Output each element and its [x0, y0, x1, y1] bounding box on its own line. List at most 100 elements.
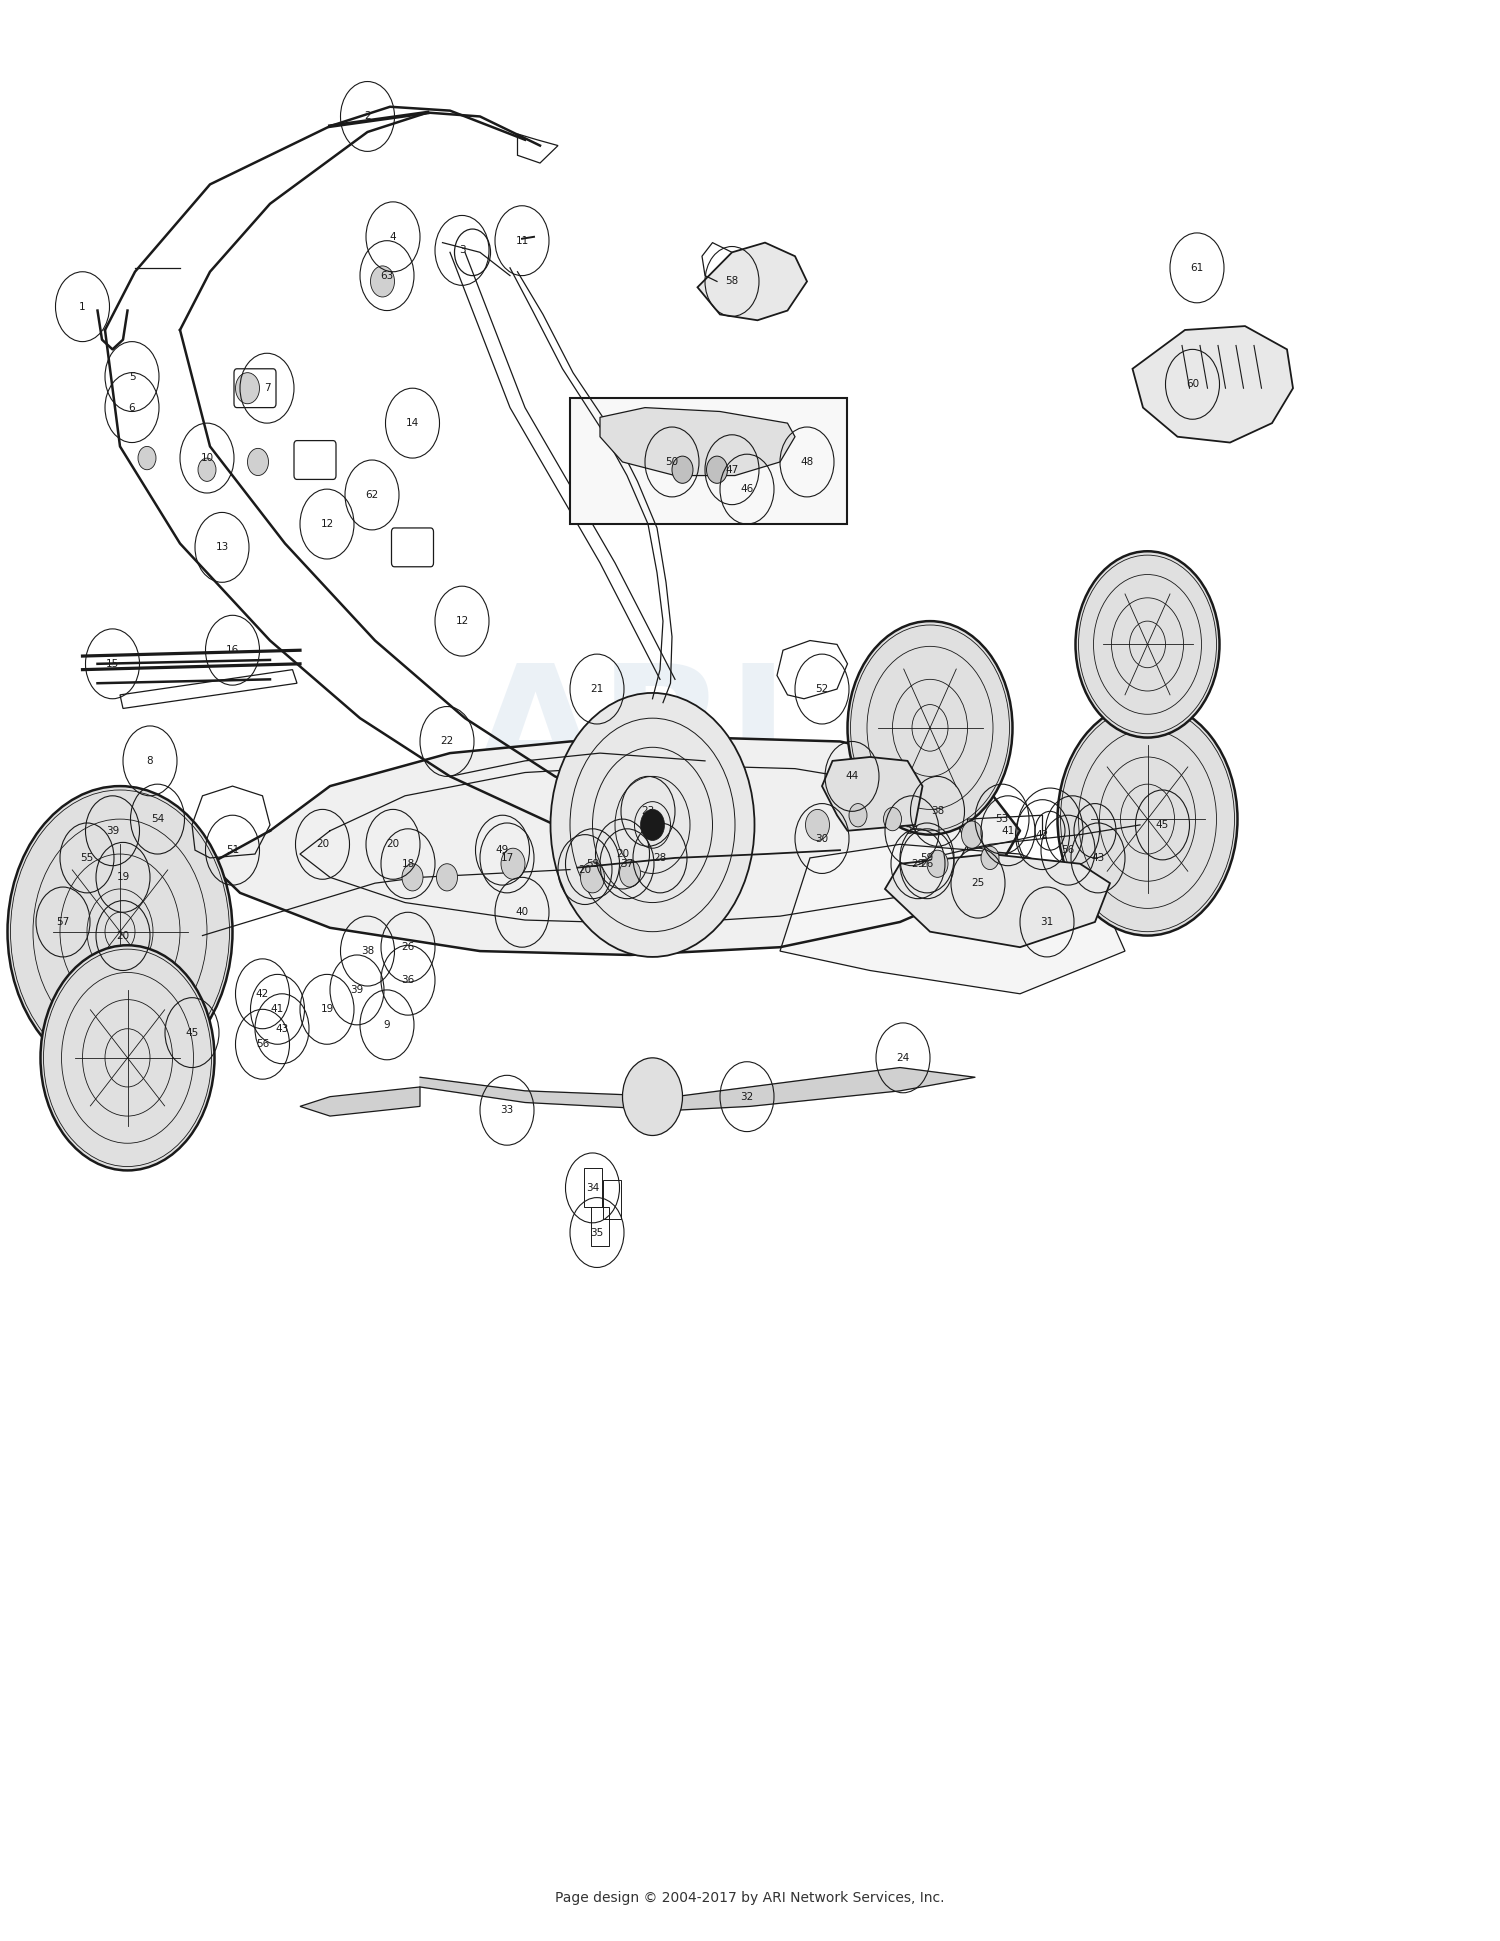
Text: 56: 56 [256, 1038, 268, 1050]
Text: 20: 20 [579, 864, 591, 875]
Text: 26: 26 [402, 941, 414, 953]
Text: 4: 4 [390, 231, 396, 243]
Text: Page design © 2004-2017 by ARI Network Services, Inc.: Page design © 2004-2017 by ARI Network S… [555, 1891, 945, 1906]
Text: 12: 12 [321, 518, 333, 530]
Text: 57: 57 [57, 916, 69, 928]
Text: 10: 10 [201, 452, 213, 464]
Text: 20: 20 [316, 839, 328, 850]
Circle shape [501, 848, 525, 879]
Text: 20: 20 [387, 839, 399, 850]
Text: 12: 12 [456, 615, 468, 627]
FancyBboxPatch shape [570, 398, 847, 524]
Circle shape [138, 446, 156, 470]
Polygon shape [600, 408, 795, 476]
Circle shape [1058, 703, 1238, 936]
Text: 19: 19 [117, 872, 129, 883]
Text: 45: 45 [186, 1027, 198, 1038]
Text: 61: 61 [1191, 262, 1203, 274]
Text: 42: 42 [256, 988, 268, 1000]
Polygon shape [300, 1087, 420, 1116]
Text: 25: 25 [972, 877, 984, 889]
Circle shape [806, 809, 830, 840]
Circle shape [706, 456, 728, 483]
Text: 5: 5 [129, 371, 135, 382]
Circle shape [622, 1058, 682, 1135]
Text: 16: 16 [226, 644, 238, 656]
Text: 8: 8 [147, 755, 153, 767]
Text: 34: 34 [586, 1182, 598, 1194]
Text: 19: 19 [321, 1003, 333, 1015]
Text: 1: 1 [80, 301, 86, 313]
Text: 24: 24 [897, 1052, 909, 1064]
Text: 59: 59 [921, 852, 933, 864]
Circle shape [8, 786, 232, 1077]
Text: 62: 62 [366, 489, 378, 501]
Text: 9: 9 [384, 1019, 390, 1031]
Circle shape [550, 693, 754, 957]
Text: 51: 51 [226, 844, 238, 856]
Text: 2: 2 [364, 111, 370, 122]
Circle shape [580, 862, 604, 893]
Text: 27: 27 [906, 825, 918, 837]
Text: 35: 35 [591, 1227, 603, 1238]
Text: 55: 55 [81, 852, 93, 864]
Text: 32: 32 [741, 1091, 753, 1102]
Text: 44: 44 [846, 771, 858, 782]
Text: 48: 48 [801, 456, 813, 468]
Text: 58: 58 [726, 276, 738, 287]
Text: 3: 3 [459, 245, 465, 256]
Text: 47: 47 [726, 464, 738, 476]
Text: 59: 59 [586, 858, 598, 870]
Text: 38: 38 [932, 806, 944, 817]
Text: 7: 7 [264, 382, 270, 394]
Text: 6: 6 [129, 402, 135, 413]
Text: 46: 46 [741, 483, 753, 495]
Text: 33: 33 [501, 1104, 513, 1116]
Text: 39: 39 [106, 825, 118, 837]
Circle shape [981, 846, 999, 870]
Circle shape [436, 864, 457, 891]
Text: 22: 22 [441, 736, 453, 747]
Text: 26: 26 [921, 858, 933, 870]
Text: 11: 11 [516, 235, 528, 247]
Circle shape [402, 864, 423, 891]
Text: 53: 53 [996, 813, 1008, 825]
Text: 56: 56 [1062, 844, 1074, 856]
Text: 60: 60 [1186, 378, 1198, 390]
Text: 41: 41 [272, 1003, 284, 1015]
Circle shape [370, 266, 394, 297]
Text: 20: 20 [616, 848, 628, 860]
Circle shape [849, 804, 867, 827]
Text: ARI: ARI [471, 656, 789, 819]
Text: 14: 14 [406, 417, 418, 429]
Circle shape [640, 809, 664, 840]
Polygon shape [780, 844, 1125, 994]
Circle shape [620, 860, 640, 887]
Text: 37: 37 [621, 858, 633, 870]
Text: 13: 13 [216, 542, 228, 553]
Text: 50: 50 [666, 456, 678, 468]
Text: 42: 42 [1036, 829, 1048, 840]
Text: 40: 40 [516, 906, 528, 918]
Text: 15: 15 [106, 658, 118, 670]
Text: 45: 45 [1156, 819, 1168, 831]
Polygon shape [698, 243, 807, 320]
Bar [584, 1168, 602, 1207]
Text: 54: 54 [152, 813, 164, 825]
Circle shape [198, 458, 216, 481]
Text: 49: 49 [496, 844, 508, 856]
Circle shape [672, 456, 693, 483]
Text: 31: 31 [1041, 916, 1053, 928]
Circle shape [884, 807, 902, 831]
Polygon shape [210, 738, 1020, 955]
Text: 43: 43 [1092, 852, 1104, 864]
Text: 41: 41 [1002, 825, 1014, 837]
Text: 38: 38 [362, 945, 374, 957]
Text: 30: 30 [816, 833, 828, 844]
Text: 63: 63 [381, 270, 393, 281]
Text: 29: 29 [912, 858, 924, 870]
Text: 28: 28 [654, 852, 666, 864]
Text: 39: 39 [351, 984, 363, 996]
Bar [603, 1180, 621, 1219]
Circle shape [236, 373, 260, 404]
